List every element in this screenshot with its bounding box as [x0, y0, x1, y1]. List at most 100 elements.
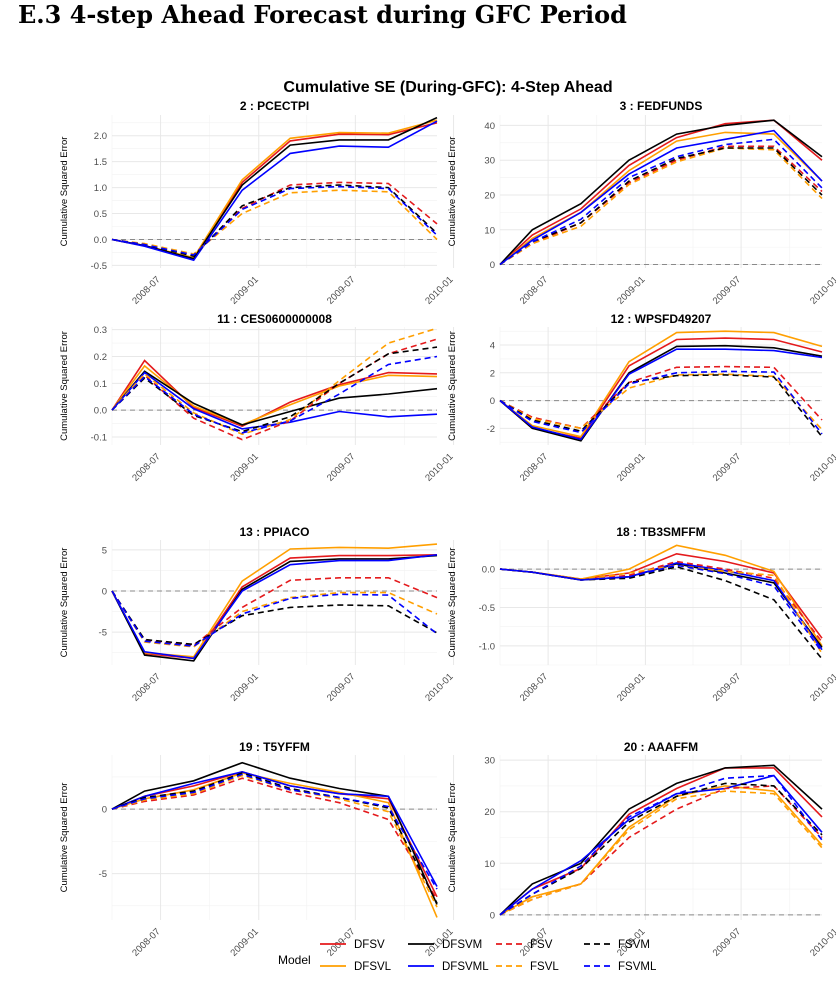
series-line-fsv — [111, 777, 438, 900]
y-tick-label: 20 — [484, 807, 495, 818]
series-line-fsvm — [499, 147, 823, 266]
section-heading: E.3 4-step Ahead Forecast during GFC Per… — [18, 0, 627, 29]
y-tick-label: 5 — [102, 545, 107, 556]
x-tick-label: 2009-07 — [325, 926, 357, 958]
series-line-fsvm — [111, 590, 438, 646]
y-tick-label: -0.1 — [91, 432, 107, 443]
y-tick-label: -5 — [99, 628, 107, 639]
x-tick-label: 2009-01 — [228, 671, 260, 703]
series-line-dfsvml — [111, 770, 438, 887]
y-tick-label: -1.0 — [479, 641, 495, 652]
legend-label: FSVL — [530, 961, 559, 973]
y-tick-label: 0.0 — [94, 406, 107, 417]
series-line-dfsvm — [111, 761, 438, 905]
y-tick-label: 0.2 — [94, 352, 107, 363]
x-tick-label: 2009-01 — [228, 274, 260, 306]
series-line-fsv — [499, 365, 823, 430]
x-tick-label: 2010-01 — [423, 671, 455, 703]
series-line-dfsvm — [499, 764, 823, 916]
panels: -0.5 0.0 0.5 1.0 1.5 2.0 2008-07 2009-01 2009-07… — [59, 99, 836, 959]
x-tick-label: 2009-01 — [615, 451, 647, 483]
x-tick-label: 2009-07 — [711, 926, 743, 958]
legend-item-fsv: FSV — [496, 939, 553, 951]
figure-title: Cumulative SE (During-GFC): 4-Step Ahead — [283, 79, 612, 96]
x-tick-label: 2010-01 — [423, 274, 455, 306]
legend-label: DFSVM — [442, 939, 482, 951]
series-line-fsvl — [499, 147, 823, 266]
y-axis-label: Cumulative Squared Error — [59, 783, 70, 893]
panel-title: 2 : PCECTPI — [240, 99, 309, 113]
y-tick-label: -5 — [99, 869, 107, 880]
y-tick-label: 0 — [102, 805, 107, 816]
series-line-fsvml — [499, 370, 823, 435]
legend-item-dfsv: DFSV — [320, 939, 385, 951]
legend: Model DFSV DFSVL DFSVM DFSVML FSV FSVL FSVM FSVM… — [278, 939, 657, 973]
y-tick-label: 1.5 — [94, 157, 107, 168]
legend-label: FSV — [530, 939, 553, 951]
x-tick-label: 2008-07 — [518, 671, 550, 703]
y-tick-label: -0.5 — [91, 261, 107, 272]
x-tick-label: 2009-07 — [325, 451, 357, 483]
panel-title: 19 : T5YFFM — [239, 740, 310, 754]
y-tick-label: 0.1 — [94, 379, 107, 390]
legend-title: Model — [278, 953, 311, 967]
series-line-fsvm — [499, 374, 823, 438]
y-tick-label: 10 — [484, 859, 495, 870]
legend-item-fsvml: FSVML — [584, 961, 657, 973]
legend-label: DFSVML — [442, 961, 489, 973]
x-tick-label: 2008-07 — [130, 671, 162, 703]
panel-3: -0.1 0.0 0.1 0.2 0.3 2008-07 2009-01 2009-07 201… — [59, 312, 456, 484]
panel-title: 20 : AAAFFM — [624, 740, 698, 754]
x-tick-label: 2009-01 — [228, 926, 260, 958]
series-line-fsvl — [499, 373, 823, 431]
legend-label: DFSV — [354, 939, 385, 951]
series-line-fsvml — [111, 355, 438, 434]
y-axis-label: Cumulative Squared Error — [447, 137, 458, 247]
panel-4: -2 0 2 4 2008-07 2009-01 2009-07 2010-01 Cumulat… — [447, 312, 836, 484]
series-line-dfsvm — [499, 344, 823, 442]
x-tick-label: 2009-07 — [325, 671, 357, 703]
y-tick-label: 0.5 — [94, 209, 107, 220]
x-tick-label: 2009-01 — [228, 451, 260, 483]
series-line-fsv — [111, 338, 438, 441]
x-tick-label: 2008-07 — [518, 274, 550, 306]
x-tick-label: 2010-01 — [808, 926, 836, 958]
series-line-dfsvml — [499, 774, 823, 916]
y-axis-label: Cumulative Squared Error — [59, 137, 70, 247]
y-axis-label: Cumulative Squared Error — [447, 331, 458, 441]
series-line-fsv — [499, 145, 823, 266]
x-tick-label: 2010-01 — [808, 274, 836, 306]
series-line-fsvm — [499, 782, 823, 916]
x-tick-label: 2009-07 — [711, 274, 743, 306]
x-tick-label: 2009-01 — [615, 671, 647, 703]
panel-title: 3 : FEDFUNDS — [620, 99, 703, 113]
y-tick-label: 4 — [490, 341, 495, 352]
legend-item-fsvl: FSVL — [496, 961, 559, 973]
series-line-fsvml — [111, 773, 438, 890]
x-tick-label: 2008-07 — [130, 926, 162, 958]
series-line-fsv — [111, 576, 438, 647]
y-tick-label: 2 — [490, 368, 495, 379]
y-tick-label: 20 — [484, 190, 495, 201]
y-tick-label: 40 — [484, 121, 495, 132]
series-line-dfsv — [111, 554, 438, 660]
panel-6: -1.0 -0.5 0.0 2008-07 2009-01 2009-07 2010-01 C… — [447, 525, 836, 704]
x-tick-label: 2010-01 — [808, 671, 836, 703]
x-tick-label: 2008-07 — [518, 451, 550, 483]
y-tick-label: 0.3 — [94, 325, 107, 336]
legend-item-dfsvml: DFSVML — [408, 961, 489, 973]
x-tick-label: 2008-07 — [130, 451, 162, 483]
y-tick-label: 0.0 — [482, 565, 495, 576]
y-tick-label: 1.0 — [94, 183, 107, 194]
panel-5: -5 0 5 2008-07 2009-01 2009-07 2010-01 Cumulati… — [59, 525, 456, 704]
series-line-dfsvml — [499, 129, 823, 266]
series-line-dfsvl — [499, 131, 823, 266]
series-line-fsvml — [111, 590, 438, 647]
x-tick-label: 2009-07 — [711, 451, 743, 483]
series-line-fsvml — [499, 138, 823, 266]
series-line-dfsvml — [111, 371, 438, 430]
x-tick-label: 2008-07 — [130, 274, 162, 306]
